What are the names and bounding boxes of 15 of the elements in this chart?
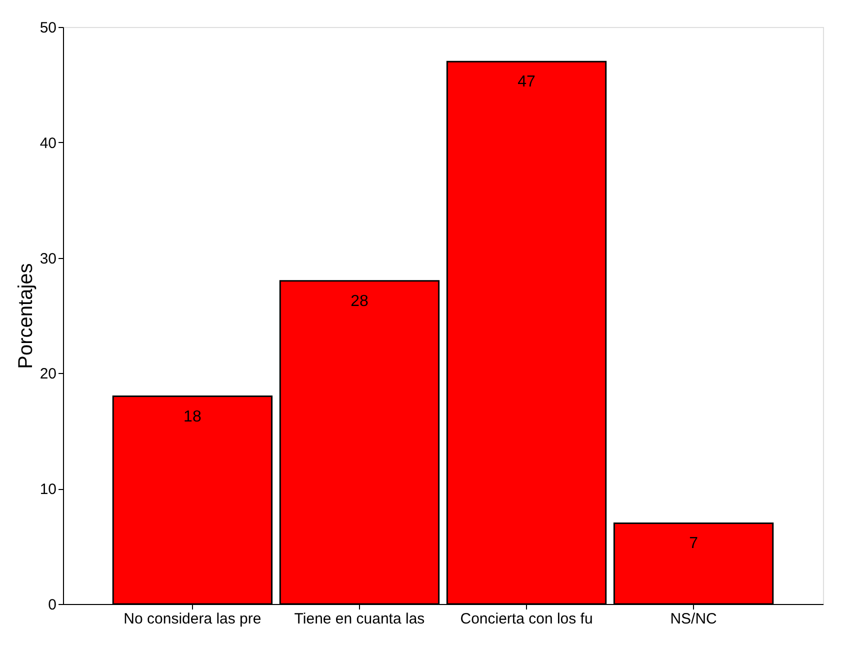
data-label: 28 <box>350 292 368 310</box>
y-tick-label: 30 <box>40 250 56 268</box>
x-tick-label: Concierta con los fu <box>460 610 593 628</box>
x-tick-label: Tiene en cuanta las <box>294 610 425 628</box>
data-label: 47 <box>518 74 536 91</box>
data-label: 7 <box>689 535 698 552</box>
y-tick-label: 10 <box>40 481 56 498</box>
x-tick-label: NS/NC <box>670 610 718 628</box>
y-tick-label: 40 <box>40 134 56 152</box>
data-label: 18 <box>184 408 202 426</box>
y-tick-label: 0 <box>48 596 56 614</box>
y-axis-title: Porcentajes <box>14 263 37 369</box>
x-tick-label: No considera las pre <box>124 610 262 628</box>
y-tick-label: 50 <box>40 20 56 36</box>
y-tick-label: 20 <box>40 366 56 383</box>
